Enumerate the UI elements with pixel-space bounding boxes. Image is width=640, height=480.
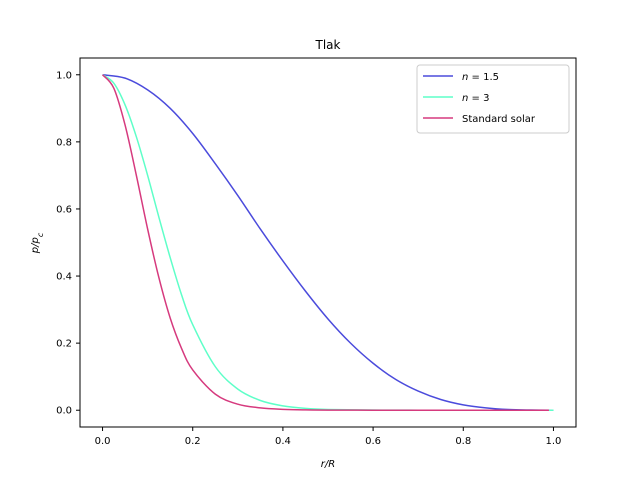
legend-label-n15: n = 1.5 bbox=[462, 72, 499, 83]
y-tick-label: 0.6 bbox=[56, 204, 72, 215]
legend-label-solar: Standard solar bbox=[462, 114, 536, 125]
series-lines bbox=[101, 74, 554, 411]
chart-title: Tlak bbox=[315, 38, 341, 52]
y-tick-label: 0.0 bbox=[56, 406, 72, 417]
series-line-2 bbox=[101, 74, 549, 411]
y-tick-label: 0.2 bbox=[56, 339, 72, 350]
y-ticks: 0.0 0.2 0.4 0.6 0.8 1.0 bbox=[56, 70, 80, 417]
x-tick-label: 0.4 bbox=[275, 436, 291, 447]
x-tick-label: 0.6 bbox=[365, 436, 381, 447]
plot-frame bbox=[79, 57, 577, 428]
x-tick-label: 0.8 bbox=[455, 436, 471, 447]
x-tick-label: 0.2 bbox=[185, 436, 201, 447]
x-tick-label: 0.0 bbox=[95, 436, 111, 447]
legend: n = 1.5 n = 3 Standard solar bbox=[416, 64, 570, 134]
legend-box bbox=[416, 64, 570, 134]
x-axis-label: r/R bbox=[321, 459, 335, 470]
y-tick-label: 0.8 bbox=[56, 137, 72, 148]
plot-axes bbox=[79, 57, 577, 428]
x-tick-label: 1.0 bbox=[546, 436, 562, 447]
legend-label-n3: n = 3 bbox=[462, 93, 489, 104]
series-line-0 bbox=[102, 74, 554, 411]
y-tick-label: 1.0 bbox=[56, 70, 72, 81]
y-axis-label: p/pc bbox=[30, 232, 45, 254]
y-tick-label: 0.4 bbox=[56, 272, 72, 283]
x-ticks: 0.0 0.2 0.4 0.6 0.8 1.0 bbox=[95, 427, 562, 447]
